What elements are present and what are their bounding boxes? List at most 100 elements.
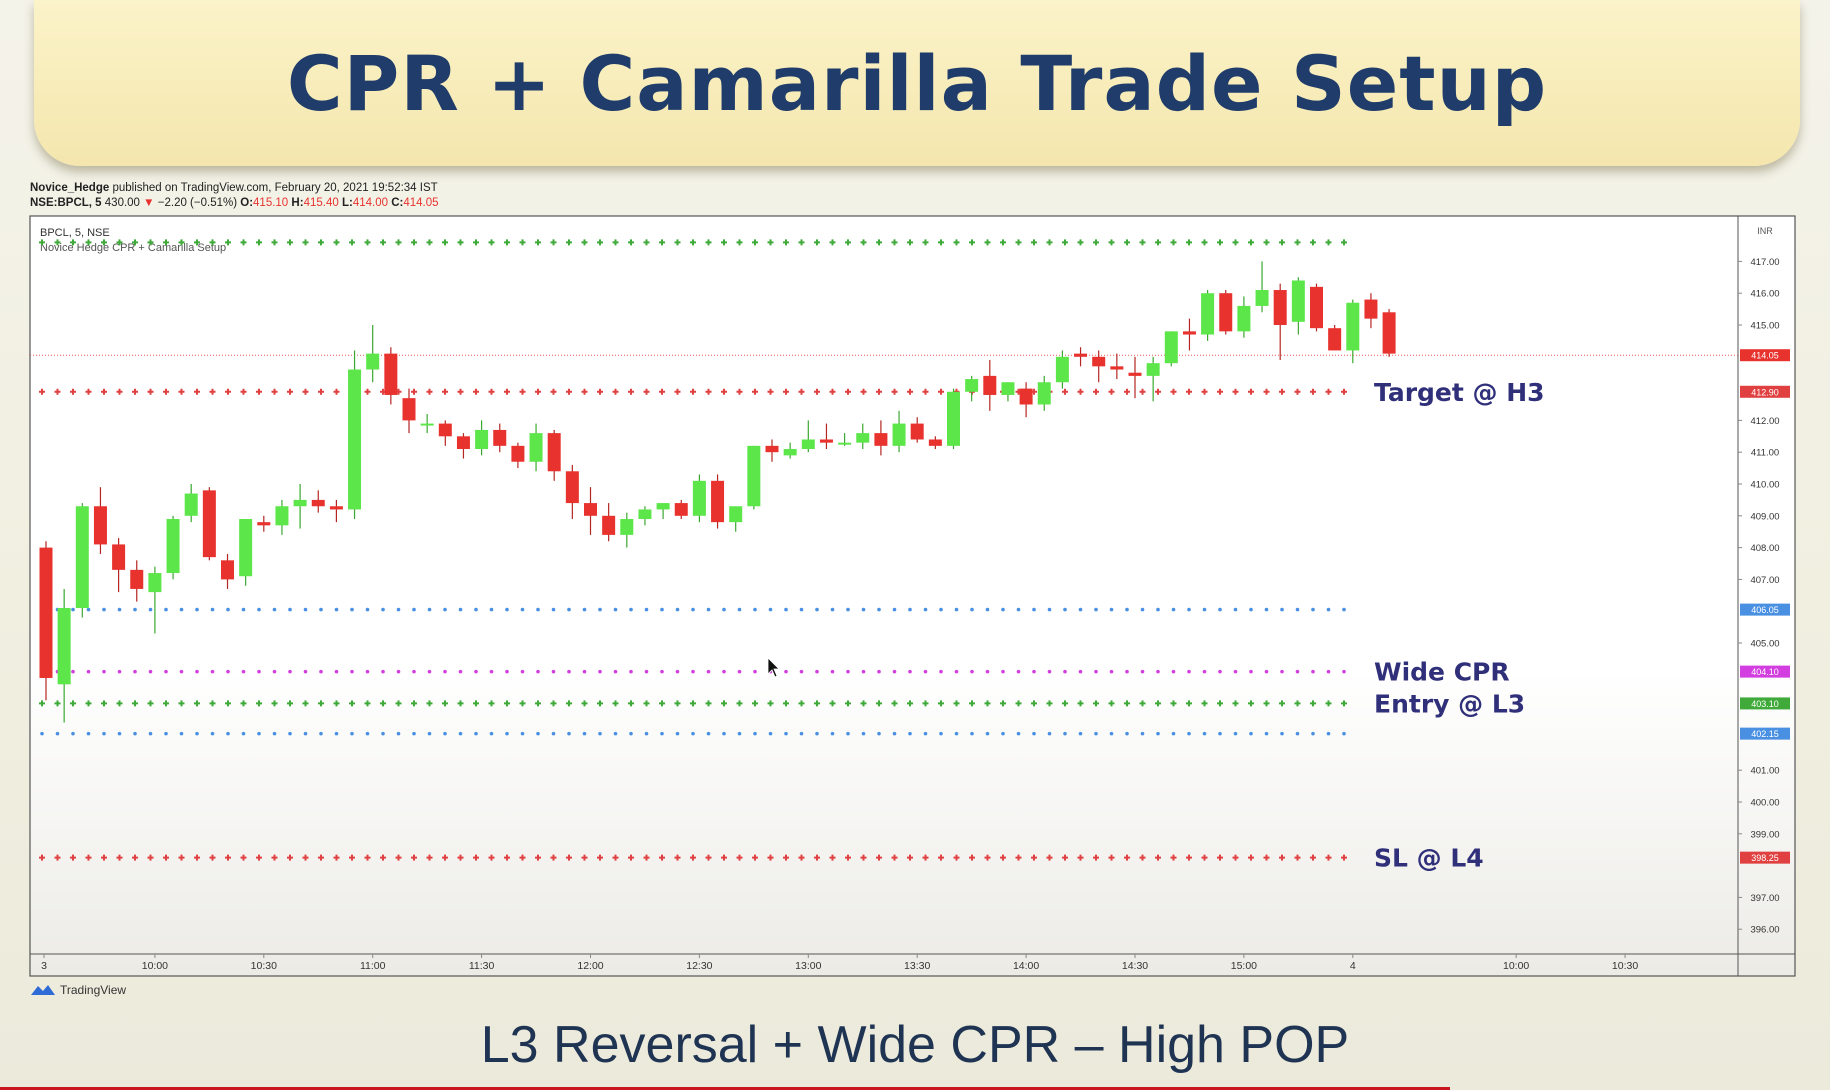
candle [1364,293,1378,329]
candle [75,503,89,618]
level-marker [767,388,774,395]
level-marker [861,607,866,612]
level-marker [1032,731,1036,736]
level-marker [860,700,867,707]
open-value: 415.10 [253,197,289,209]
level-marker [582,669,587,674]
level-marker [1094,607,1098,612]
level-marker [535,854,541,861]
level-marker [1062,854,1068,861]
level-marker [334,669,339,674]
level-marker [457,239,464,246]
level-axis-tag: 404.10 [1740,665,1790,678]
candle-body [765,445,779,453]
level-marker [1326,731,1331,736]
candle-body [692,480,706,516]
level-marker [489,731,494,736]
open-label: O: [240,197,254,209]
level-marker [612,388,619,395]
level-marker [612,700,619,707]
level-marker [178,700,185,707]
level-marker [505,731,509,736]
level-marker [799,731,804,736]
level-marker [597,239,603,246]
level-marker [954,731,959,736]
level-marker [364,700,371,707]
level-marker [551,669,556,674]
level-marker [1078,731,1083,736]
level-marker [102,731,106,736]
candle-body [874,433,888,446]
level-marker [443,669,447,674]
level-marker [907,239,913,246]
level-marker [519,700,526,707]
y-tick-label: 416.00 [1750,289,1779,300]
level-marker [1263,388,1270,395]
level-marker [798,388,805,395]
level-marker [1202,731,1207,736]
progress-bar [0,1087,1450,1090]
level-marker [179,607,184,612]
level-marker [1093,239,1099,246]
level-marker [830,731,835,736]
level-marker [845,700,851,707]
x-tick-label: 10:30 [251,960,277,972]
level-marker [783,700,789,707]
level-marker [318,854,324,861]
level-marker [1156,607,1160,612]
level-marker [1294,854,1301,861]
level-marker [643,854,650,861]
level-marker [303,731,308,736]
level-marker [132,854,138,861]
level-marker [102,669,106,674]
level-marker [1077,239,1084,246]
tradingview-logo-icon [31,985,55,995]
level-marker [381,607,385,612]
y-tick-label: 405.00 [1750,639,1779,650]
candle [656,503,670,519]
x-tick-label: 12:00 [577,960,603,972]
level-marker [102,607,106,612]
level-marker [660,607,664,612]
level-marker [488,388,495,395]
level-marker [101,700,107,707]
level-marker [303,607,308,612]
level-marker [381,669,385,674]
candle [928,436,942,450]
level-marker [364,239,371,246]
candle [1182,318,1196,351]
level-marker [1000,700,1006,707]
level-marker [736,700,743,707]
candle [511,442,525,469]
level-marker [1093,854,1099,861]
level-marker [644,669,649,674]
level-marker [1217,700,1223,707]
level-marker [612,239,619,246]
level-marker [985,669,990,674]
level-marker [71,607,75,612]
level-marker [210,669,215,674]
annotation-L4: SL @ L4 [1374,844,1484,873]
annotation-H3: Target @ H3 [1374,378,1545,407]
level-marker [815,607,819,612]
level-marker [164,731,168,736]
level-marker [1342,731,1346,736]
level-marker [860,388,867,395]
level-marker [1218,669,1222,674]
candle [765,439,779,462]
level-marker [628,854,634,861]
level-marker [752,854,758,861]
candle-body [1364,299,1378,319]
level-marker [908,731,912,736]
level-marker [505,607,509,612]
level-marker [1202,669,1207,674]
level-marker [612,854,619,861]
level-marker [209,239,216,246]
level-marker [1186,239,1192,246]
level-marker [1140,731,1145,736]
level-marker [907,388,913,395]
level-marker [1310,854,1316,861]
candle [1092,350,1106,383]
candle [348,350,362,519]
